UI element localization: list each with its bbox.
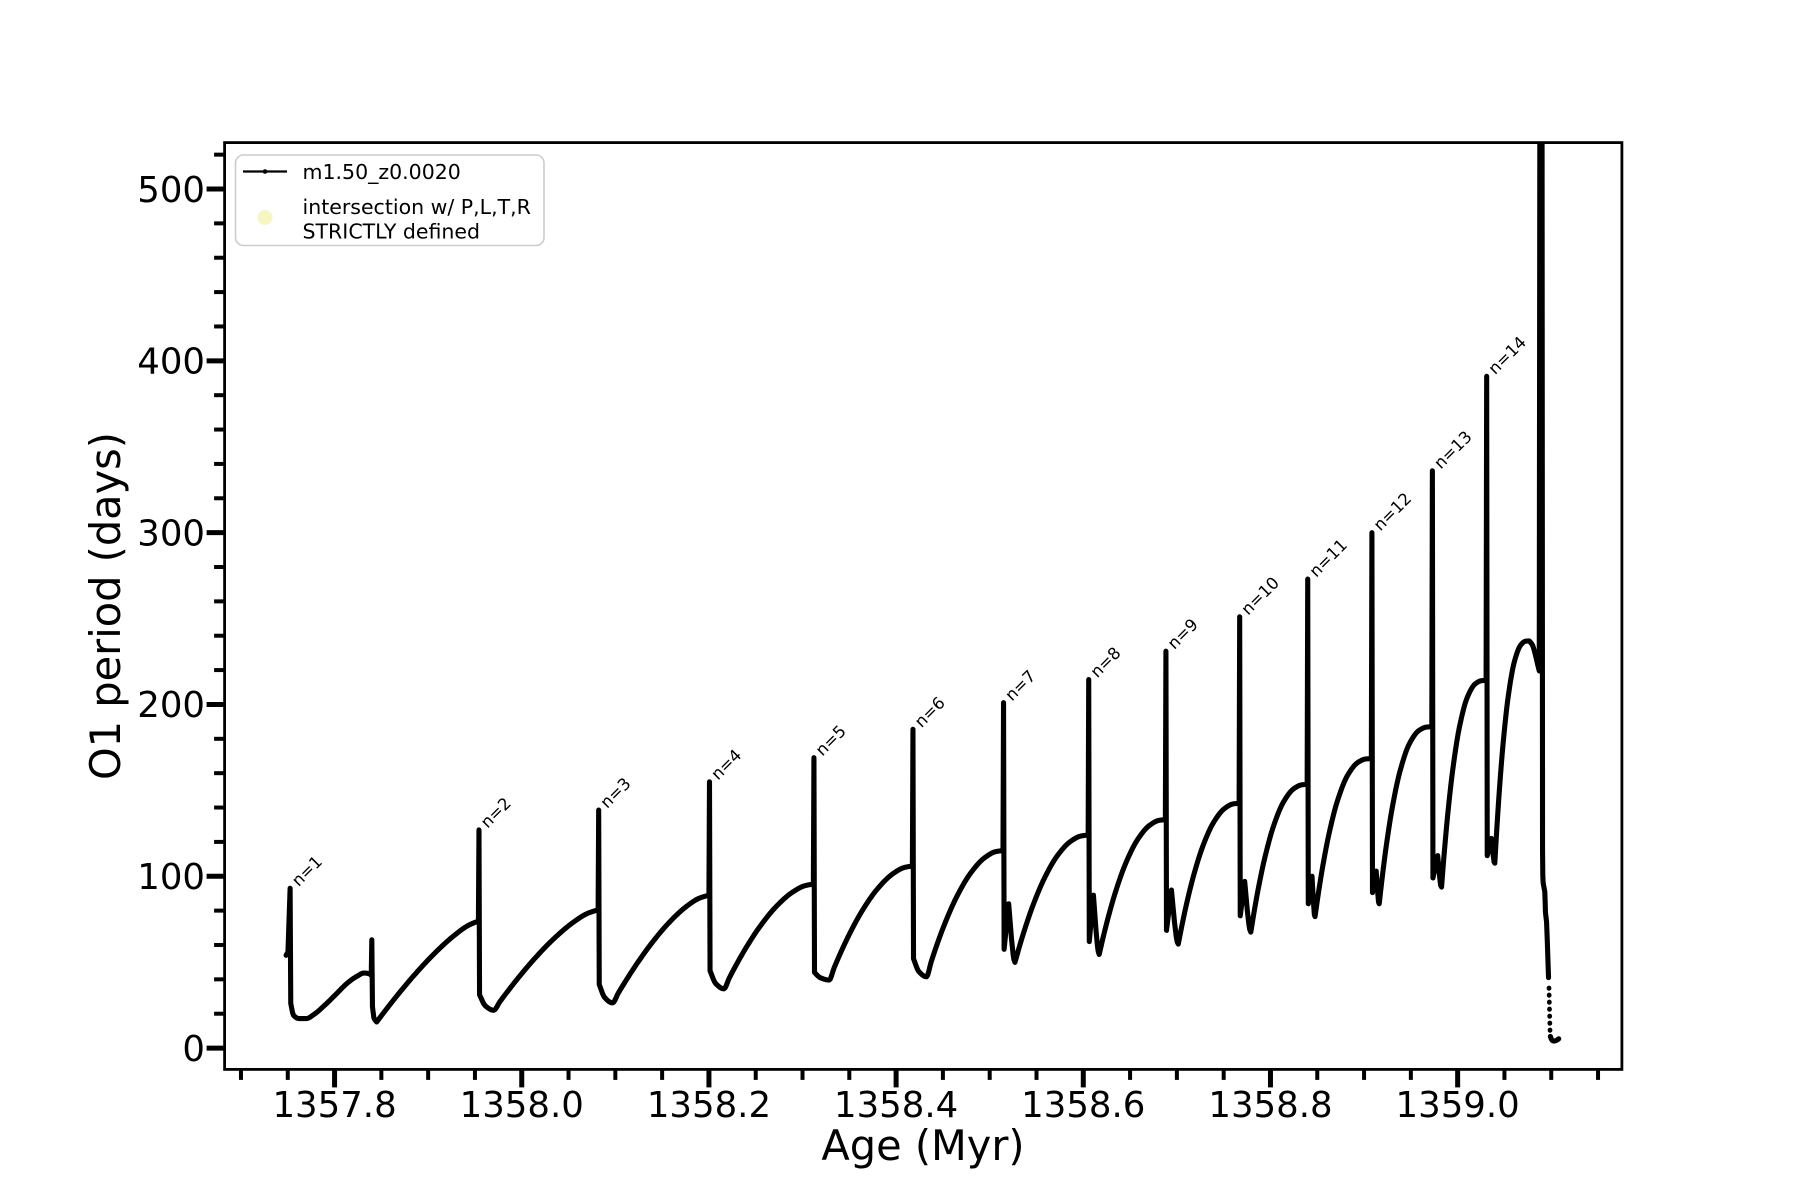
y-tick-label: 500	[137, 170, 205, 211]
series-final-descent-dots	[1546, 985, 1553, 1037]
x-axis-label: Age (Myr)	[821, 1121, 1024, 1170]
annotation-n=2: n=2	[477, 794, 515, 832]
annotation-n=4: n=4	[707, 746, 745, 784]
legend-label-2b: STRICTLY defined	[303, 219, 481, 243]
legend-line-marker-dot	[262, 169, 268, 174]
plot-frame	[223, 141, 1624, 1071]
x-tick-label: 1358.0	[460, 1085, 584, 1126]
y-tick-label: 400	[137, 342, 205, 383]
x-tick-label: 1358.2	[647, 1085, 771, 1126]
x-tick-label: 1358.4	[834, 1085, 958, 1126]
x-tick-label: 1357.8	[272, 1085, 396, 1126]
plot-border	[223, 141, 1624, 1071]
pulse-annotations: n=1 n=2 n=3 n=4 n=5 n=6 n=7 n=8 n=9 n=10 n=11 n=12 n…	[288, 333, 1530, 890]
legend: m1.50_z0.0020 intersection w/ P,L,T,RSTRI…	[234, 154, 545, 247]
y-axis-label: O1 period (days)	[81, 432, 130, 780]
annotation-n=3: n=3	[597, 774, 635, 812]
x-tick-label: 1359.0	[1396, 1085, 1520, 1126]
annotation-n=12: n=12	[1370, 489, 1415, 534]
y-tick-label: 0	[182, 1029, 205, 1070]
tick-labels: 1357.8 1358.0 1358.2 1358.4 1358.6 1358.8 1359…	[137, 170, 1520, 1126]
series-m1.50_z0.0020	[283, 141, 1552, 1025]
y-tick-label: 200	[137, 685, 205, 726]
legend-label-1: m1.50_z0.0020	[303, 160, 461, 185]
legend-intersection-marker	[257, 210, 273, 225]
y-tick-label: 300	[137, 513, 205, 554]
annotation-n=13: n=13	[1430, 427, 1475, 472]
x-tick-label: 1358.8	[1208, 1085, 1332, 1126]
annotation-n=9: n=9	[1164, 615, 1202, 653]
annotation-n=5: n=5	[812, 722, 850, 760]
axis-ticks	[206, 152, 1601, 1088]
series-final-hook	[1547, 1033, 1562, 1044]
annotation-n=14: n=14	[1485, 333, 1530, 378]
annotation-n=7: n=7	[1001, 667, 1039, 705]
annotation-n=6: n=6	[911, 693, 949, 731]
legend-label-2a: intersection w/ P,L,T,R	[303, 195, 531, 219]
annotation-n=8: n=8	[1087, 643, 1125, 681]
annotation-n=1: n=1	[288, 852, 326, 890]
axis-labels: Age (Myr) O1 period (days)	[81, 432, 1025, 1170]
data-series	[283, 141, 1562, 1044]
x-tick-label: 1358.6	[1021, 1085, 1145, 1126]
legend-box	[234, 154, 545, 247]
annotation-n=11: n=11	[1306, 535, 1351, 580]
annotation-n=10: n=10	[1238, 573, 1283, 618]
y-tick-label: 100	[137, 857, 205, 898]
